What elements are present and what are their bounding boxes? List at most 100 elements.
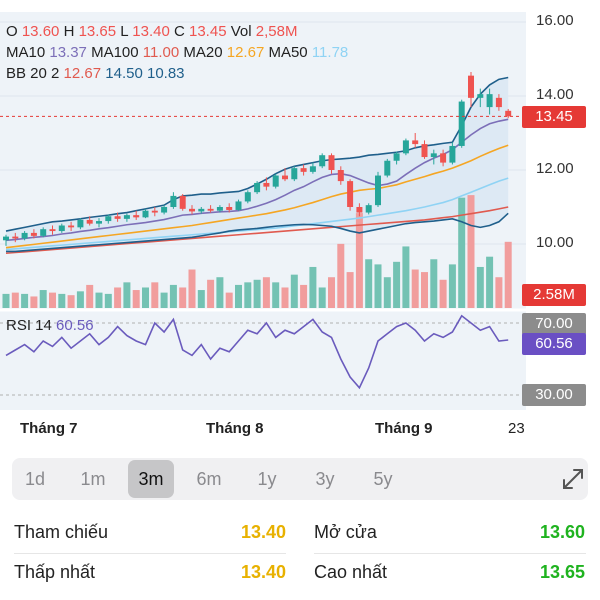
candle-body — [337, 170, 344, 182]
volume-bar — [486, 256, 494, 308]
open-value: 13.60 — [21, 23, 60, 40]
volume-bar — [123, 282, 131, 308]
volume-bar — [160, 292, 168, 308]
expand-icon[interactable] — [560, 466, 586, 492]
candle-body — [375, 175, 381, 206]
volume-bar — [421, 272, 428, 308]
ma10-value: 13.37 — [49, 44, 87, 61]
candle-body — [505, 110, 512, 117]
volume-bar — [225, 292, 233, 308]
volume-bar — [67, 295, 75, 308]
candle-body — [468, 75, 474, 98]
volume-bar — [132, 290, 140, 308]
volume-bar — [439, 279, 447, 308]
candle-body — [58, 225, 65, 232]
volume-label: Vol — [230, 23, 252, 40]
candle-body — [486, 94, 493, 108]
candle-body — [189, 208, 195, 212]
volume-bar — [448, 264, 456, 308]
tab-1y[interactable]: 1y — [257, 469, 277, 489]
candle-body — [12, 236, 19, 239]
bb-row: BB 20 2 12.67 14.50 10.83 — [6, 63, 348, 84]
price-chart[interactable] — [0, 0, 600, 440]
y-tick-14: 14.00 — [536, 86, 574, 103]
tab-6m[interactable]: 6m — [196, 469, 222, 489]
volume-value: 2,58M — [255, 23, 298, 40]
candle-body — [105, 216, 112, 222]
volume-bar — [281, 287, 289, 308]
volume-bar — [467, 195, 475, 308]
volume-bar — [76, 291, 84, 308]
tab-5y[interactable]: 5y — [373, 469, 393, 489]
volume-bar — [290, 274, 298, 308]
candle-body — [421, 144, 428, 158]
stat-low-value: 13.40 — [240, 562, 286, 582]
volume-bar — [2, 293, 10, 308]
candle-body — [356, 207, 363, 213]
rsi-legend: RSI 14 60.56 — [6, 317, 94, 334]
candle-body — [133, 215, 140, 218]
ma50-label: MA50 — [268, 44, 308, 61]
x-tick-day: 23 — [508, 420, 525, 437]
open-label: O — [6, 23, 18, 40]
volume-bar — [272, 282, 280, 308]
ma50-value: 11.78 — [311, 44, 349, 61]
range-tabs: 1d 1m 3m 6m 1y 3y 5y — [12, 458, 588, 500]
volume-bar — [309, 266, 317, 308]
volume-bar — [207, 279, 215, 308]
ma20-line — [5, 144, 509, 249]
candle-body — [198, 208, 205, 212]
candle-body — [393, 153, 400, 161]
candle-body — [319, 155, 326, 167]
volume-bar — [197, 290, 205, 308]
candle-body — [272, 175, 279, 187]
volume-bar — [337, 243, 345, 308]
divider — [14, 553, 286, 554]
tab-1d[interactable]: 1d — [24, 469, 46, 489]
candle-body — [235, 201, 242, 210]
candle-body — [86, 219, 93, 224]
low-value: 13.40 — [132, 23, 170, 40]
candles — [3, 71, 512, 246]
candle-body — [207, 208, 214, 211]
volume-bar — [151, 282, 159, 308]
rsi-value-tag: 60.56 — [522, 333, 586, 355]
volume-bar — [383, 277, 391, 308]
volume-bar — [142, 287, 149, 308]
candle-body — [282, 175, 288, 180]
rsi-lower-level-tag: 30.00 — [522, 384, 586, 406]
candle-body — [300, 168, 307, 172]
ma-row: MA10 13.37 MA100 11.00 MA20 12.67 MA50 1… — [6, 42, 348, 63]
volume-bar — [504, 241, 512, 308]
stat-high-value: 13.65 — [539, 562, 585, 582]
last-price-tag: 13.45 — [522, 106, 586, 128]
y-tick-12: 12.00 — [536, 160, 574, 177]
stat-reference-label: Tham chiếu — [14, 522, 109, 542]
candle-body — [477, 94, 484, 98]
ma100-value: 11.00 — [142, 44, 180, 61]
candle-body — [40, 229, 47, 236]
volume-bar — [262, 277, 270, 308]
candle-body — [30, 232, 37, 236]
candle-body — [254, 182, 261, 193]
volume-bar — [328, 277, 335, 308]
bb-lower-line — [6, 212, 509, 253]
bollinger-band-fill — [6, 77, 509, 252]
volume-bar — [235, 284, 242, 308]
close-label: C — [173, 23, 185, 40]
candle-body — [123, 215, 130, 219]
bb-mid-value: 12.67 — [63, 65, 102, 82]
candle-body — [495, 97, 502, 108]
stat-high-label: Cao nhất — [314, 562, 388, 582]
candle-body — [402, 140, 409, 154]
last-volume-tag: 2.58M — [522, 284, 586, 306]
stat-high: Cao nhất 13.65 — [314, 562, 585, 586]
candle-body — [263, 182, 270, 187]
candle-body — [96, 221, 102, 224]
tab-3m[interactable]: 3m — [128, 460, 174, 498]
tab-1m[interactable]: 1m — [80, 469, 106, 489]
high-value: 13.65 — [78, 23, 117, 40]
tab-3y[interactable]: 3y — [315, 469, 335, 489]
candle-body — [3, 236, 9, 241]
close-value: 13.45 — [189, 23, 227, 40]
